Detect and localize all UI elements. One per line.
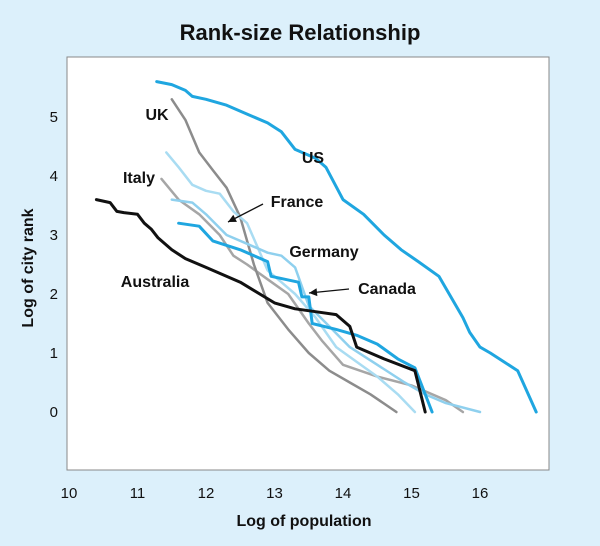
y-tick-label: 2 bbox=[50, 286, 58, 303]
chart-title: Rank-size Relationship bbox=[179, 20, 421, 45]
x-tick-label: 12 bbox=[198, 485, 215, 502]
series-label-canada: Canada bbox=[358, 281, 416, 298]
series-line-germany bbox=[170, 198, 482, 414]
series-label-italy: Italy bbox=[123, 170, 155, 187]
x-tick-label: 14 bbox=[335, 485, 352, 502]
y-tick-label: 4 bbox=[50, 168, 58, 185]
y-tick-label: 1 bbox=[50, 345, 58, 362]
series-line-italy bbox=[160, 177, 465, 414]
series-label-germany: Germany bbox=[289, 244, 358, 261]
series-label-australia: Australia bbox=[121, 274, 190, 291]
y-tick-label: 0 bbox=[50, 404, 58, 421]
series-line-canada bbox=[177, 221, 434, 414]
arrowhead-canada bbox=[309, 288, 318, 297]
annotation-arrows bbox=[227, 203, 350, 297]
series-label-france: France bbox=[271, 194, 324, 211]
x-tick-label: 11 bbox=[130, 485, 146, 502]
arrowhead-france bbox=[228, 214, 237, 222]
plot-area bbox=[66, 56, 550, 471]
series-line-france bbox=[165, 151, 417, 414]
x-tick-label: 10 bbox=[61, 485, 78, 502]
y-axis-title: Log of city rank bbox=[20, 208, 37, 327]
series-lines bbox=[94, 80, 538, 414]
series-labels: US UK Italy France Germany Canada Australia bbox=[121, 107, 416, 298]
x-tick-label: 13 bbox=[266, 485, 283, 502]
series-line-us bbox=[155, 80, 538, 414]
x-tick-label: 16 bbox=[472, 485, 489, 502]
series-line-australia bbox=[94, 198, 427, 414]
y-tick-label: 5 bbox=[50, 109, 58, 126]
series-line-uk bbox=[170, 98, 398, 414]
y-tick-label: 3 bbox=[50, 227, 58, 244]
series-label-uk: UK bbox=[145, 107, 169, 124]
x-axis-title: Log of population bbox=[236, 513, 371, 530]
x-tick-label: 15 bbox=[403, 485, 420, 502]
series-label-us: US bbox=[302, 150, 325, 167]
